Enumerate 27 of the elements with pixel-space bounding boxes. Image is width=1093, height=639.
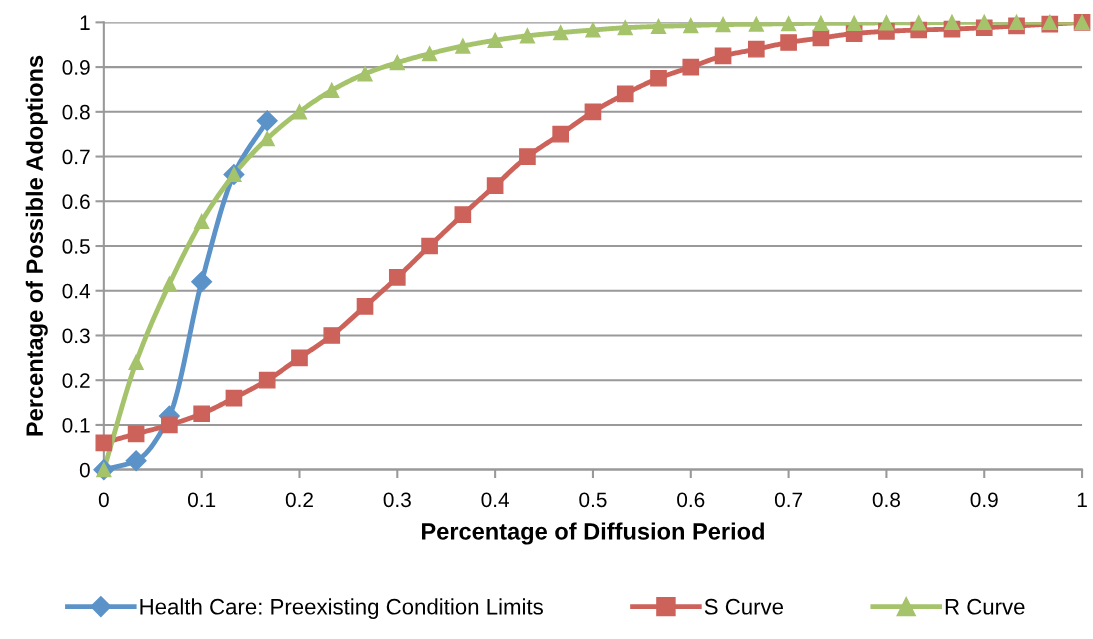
legend-label: R Curve [945, 598, 1025, 615]
legend-label: S Curve [704, 598, 784, 615]
y-tick-label: 1 [80, 15, 90, 30]
x-tick-label: 0.1 [187, 492, 216, 508]
y-tick-label: 0.4 [62, 283, 91, 299]
y-tick-label: 0.7 [62, 149, 90, 165]
x-tick-label: 0.8 [872, 492, 900, 508]
y-tick-label: 0.8 [62, 104, 90, 120]
x-tick-label: 0 [98, 492, 109, 508]
y-tick-label: 0.2 [62, 373, 90, 388]
y-tick-label: 0.9 [62, 60, 90, 75]
x-tick-label: 0.3 [383, 492, 411, 508]
legend-label: Health Care: Preexisting Condition Limits [140, 598, 543, 619]
x-tick-label: 0.4 [481, 492, 509, 508]
y-tick-label: 0 [79, 462, 90, 478]
x-axis-title: Percentage of Diffusion Period [422, 522, 764, 545]
x-tick-label: 0.7 [774, 492, 803, 508]
y-tick-label: 0.1 [62, 417, 90, 433]
x-tick-label: 0.2 [285, 492, 313, 508]
x-tick-label: 0.9 [970, 492, 998, 508]
y-tick-label: 0.5 [62, 239, 90, 254]
x-tick-label: 1 [1077, 492, 1087, 507]
x-tick-label: 0.6 [677, 492, 705, 508]
y-tick-label: 0.6 [62, 194, 90, 210]
y-axis-title: Percentage of Possible Adoptions [25, 55, 48, 436]
y-tick-label: 0.3 [62, 328, 90, 344]
x-tick-label: 0.5 [579, 492, 607, 508]
